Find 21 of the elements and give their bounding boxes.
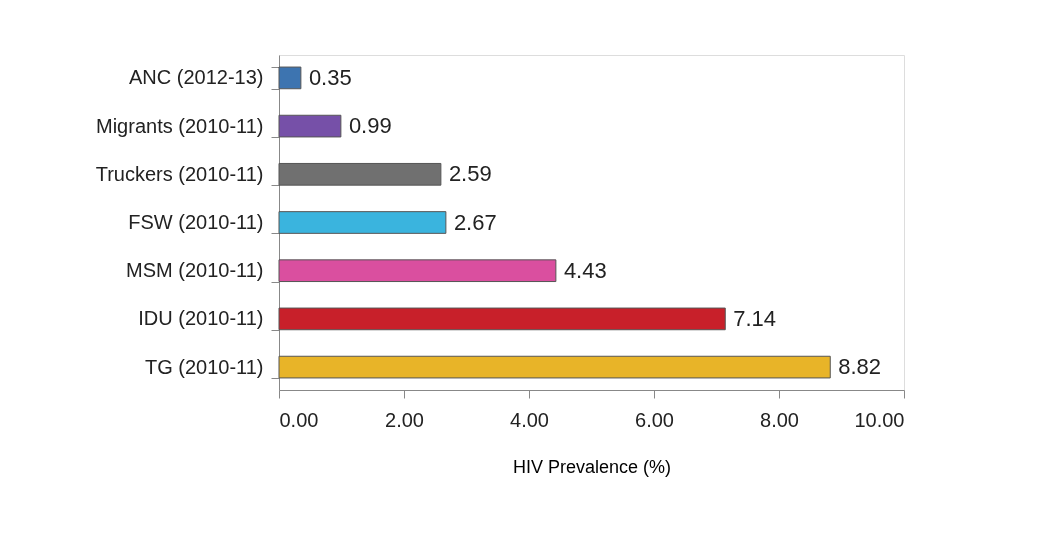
y-tick-label: Migrants (2010-11) bbox=[96, 114, 264, 137]
y-tick-label: Truckers (2010-11) bbox=[95, 162, 264, 185]
x-tick-label: 10.00 bbox=[854, 408, 905, 431]
y-tick-label: IDU (2010-11) bbox=[138, 307, 264, 330]
x-tick-label: 4.00 bbox=[510, 408, 549, 431]
x-axis-title: HIV Prevalence (%) bbox=[512, 456, 672, 477]
data-label: 0.99 bbox=[348, 113, 392, 139]
x-tick-label: 6.00 bbox=[635, 408, 674, 431]
data-label: 7.14 bbox=[733, 305, 777, 331]
y-tick-label: FSW (2010-11) bbox=[128, 211, 264, 233]
data-label: 8.82 bbox=[838, 354, 882, 380]
y-tick-label: ANC (2012-13) bbox=[128, 66, 264, 89]
y-tick-label: MSM (2010-11) bbox=[126, 259, 264, 282]
x-tick-label: 8.00 bbox=[760, 408, 799, 431]
data-label: 2.59 bbox=[448, 161, 492, 187]
x-tick-label: 2.00 bbox=[385, 408, 424, 431]
data-label: 0.35 bbox=[308, 64, 352, 90]
data-label: 4.43 bbox=[563, 257, 607, 283]
y-tick-label: TG (2010-11) bbox=[144, 355, 264, 378]
x-tick-label: 0.00 bbox=[279, 408, 319, 431]
data-label: 2.67 bbox=[453, 209, 497, 235]
